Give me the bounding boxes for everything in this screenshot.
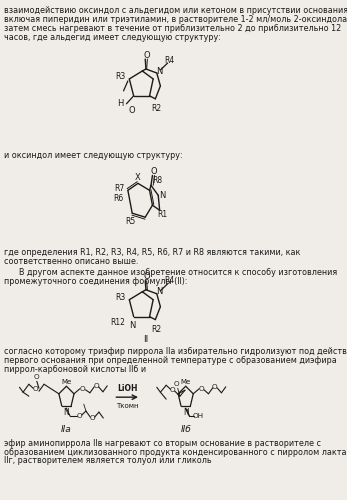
Text: промежуточного соединения формулы (II):: промежуточного соединения формулы (II): bbox=[4, 276, 188, 285]
Text: O: O bbox=[170, 387, 176, 393]
Text: R8: R8 bbox=[152, 176, 163, 185]
Text: O: O bbox=[33, 386, 38, 392]
Text: IIг, растворителем является толуол или гликоль: IIг, растворителем является толуол или г… bbox=[4, 456, 212, 466]
Text: соответственно описано выше.: соответственно описано выше. bbox=[4, 257, 139, 266]
Text: R6: R6 bbox=[113, 194, 124, 203]
Text: N: N bbox=[183, 408, 188, 416]
Text: эфир аминопиррола IIв нагревают со вторым основание в растворителе с: эфир аминопиррола IIв нагревают со вторы… bbox=[4, 439, 321, 448]
Text: R3: R3 bbox=[116, 293, 126, 302]
Text: OH: OH bbox=[193, 413, 204, 419]
Text: O: O bbox=[143, 272, 150, 281]
Text: R1: R1 bbox=[158, 210, 168, 218]
Text: O: O bbox=[129, 106, 136, 116]
Text: где определения R1, R2, R3, R4, R5, R6, R7 и R8 являются такими, как: где определения R1, R2, R3, R4, R5, R6, … bbox=[4, 248, 301, 257]
Text: N: N bbox=[64, 408, 69, 416]
Text: X: X bbox=[135, 173, 141, 182]
Text: O: O bbox=[212, 384, 218, 390]
Text: R2: R2 bbox=[152, 325, 162, 334]
Text: IIб: IIб bbox=[180, 424, 191, 434]
Text: O: O bbox=[33, 374, 39, 380]
Text: N: N bbox=[129, 321, 135, 330]
Text: R4: R4 bbox=[165, 276, 175, 285]
Text: согласно которому триэфир пиррола IIа избирательно гидролизуют под действием: согласно которому триэфир пиррола IIа из… bbox=[4, 348, 347, 356]
Text: R2: R2 bbox=[152, 104, 162, 114]
Text: II: II bbox=[143, 335, 149, 344]
Text: N: N bbox=[159, 191, 165, 200]
Text: O: O bbox=[151, 167, 157, 176]
Text: первого основания при определенной температуре с образованием диэфира: первого основания при определенной темпе… bbox=[4, 356, 337, 365]
Text: N: N bbox=[156, 66, 162, 76]
Text: LiOH: LiOH bbox=[117, 384, 137, 392]
Text: образованием циклизованного продукта конденсированного с пирролом лактама: образованием циклизованного продукта кон… bbox=[4, 448, 347, 456]
Text: R5: R5 bbox=[126, 216, 136, 226]
Text: O: O bbox=[199, 386, 205, 392]
Text: В другом аспекте данное изобретение относится к способу изготовления: В другом аспекте данное изобретение отно… bbox=[4, 268, 338, 277]
Text: затем смесь нагревают в течение от приблизительно 2 до приблизительно 12: затем смесь нагревают в течение от прибл… bbox=[4, 24, 341, 33]
Text: и оксиндол имеет следующую структуру:: и оксиндол имеет следующую структуру: bbox=[4, 150, 183, 160]
Text: O: O bbox=[94, 383, 99, 389]
Text: Me: Me bbox=[180, 380, 191, 386]
Text: R12: R12 bbox=[110, 318, 125, 327]
Text: O: O bbox=[90, 415, 95, 421]
Text: R4: R4 bbox=[165, 56, 175, 64]
Text: взаимодействию оксиндол с альдегидом или кетоном в присутствии основания,: взаимодействию оксиндол с альдегидом или… bbox=[4, 6, 347, 16]
Text: O: O bbox=[174, 381, 179, 387]
Text: IIа: IIа bbox=[61, 424, 72, 434]
Text: R3: R3 bbox=[116, 72, 126, 82]
Text: H: H bbox=[117, 100, 124, 108]
Text: Me: Me bbox=[61, 380, 71, 386]
Text: O: O bbox=[80, 386, 85, 392]
Text: Tкомн: Tкомн bbox=[116, 403, 138, 409]
Text: R7: R7 bbox=[115, 184, 125, 193]
Text: часов, где альдегид имеет следующую структуру:: часов, где альдегид имеет следующую стру… bbox=[4, 32, 221, 42]
Text: включая пиперидин или триэтиламин, в растворителе 1-2 мл/моль 2-оксиндола и: включая пиперидин или триэтиламин, в рас… bbox=[4, 15, 347, 24]
Text: пиррол-карбоновой кислоты IIб и: пиррол-карбоновой кислоты IIб и bbox=[4, 365, 146, 374]
Text: O: O bbox=[143, 50, 150, 59]
Text: O: O bbox=[77, 413, 82, 419]
Text: N: N bbox=[156, 288, 162, 296]
